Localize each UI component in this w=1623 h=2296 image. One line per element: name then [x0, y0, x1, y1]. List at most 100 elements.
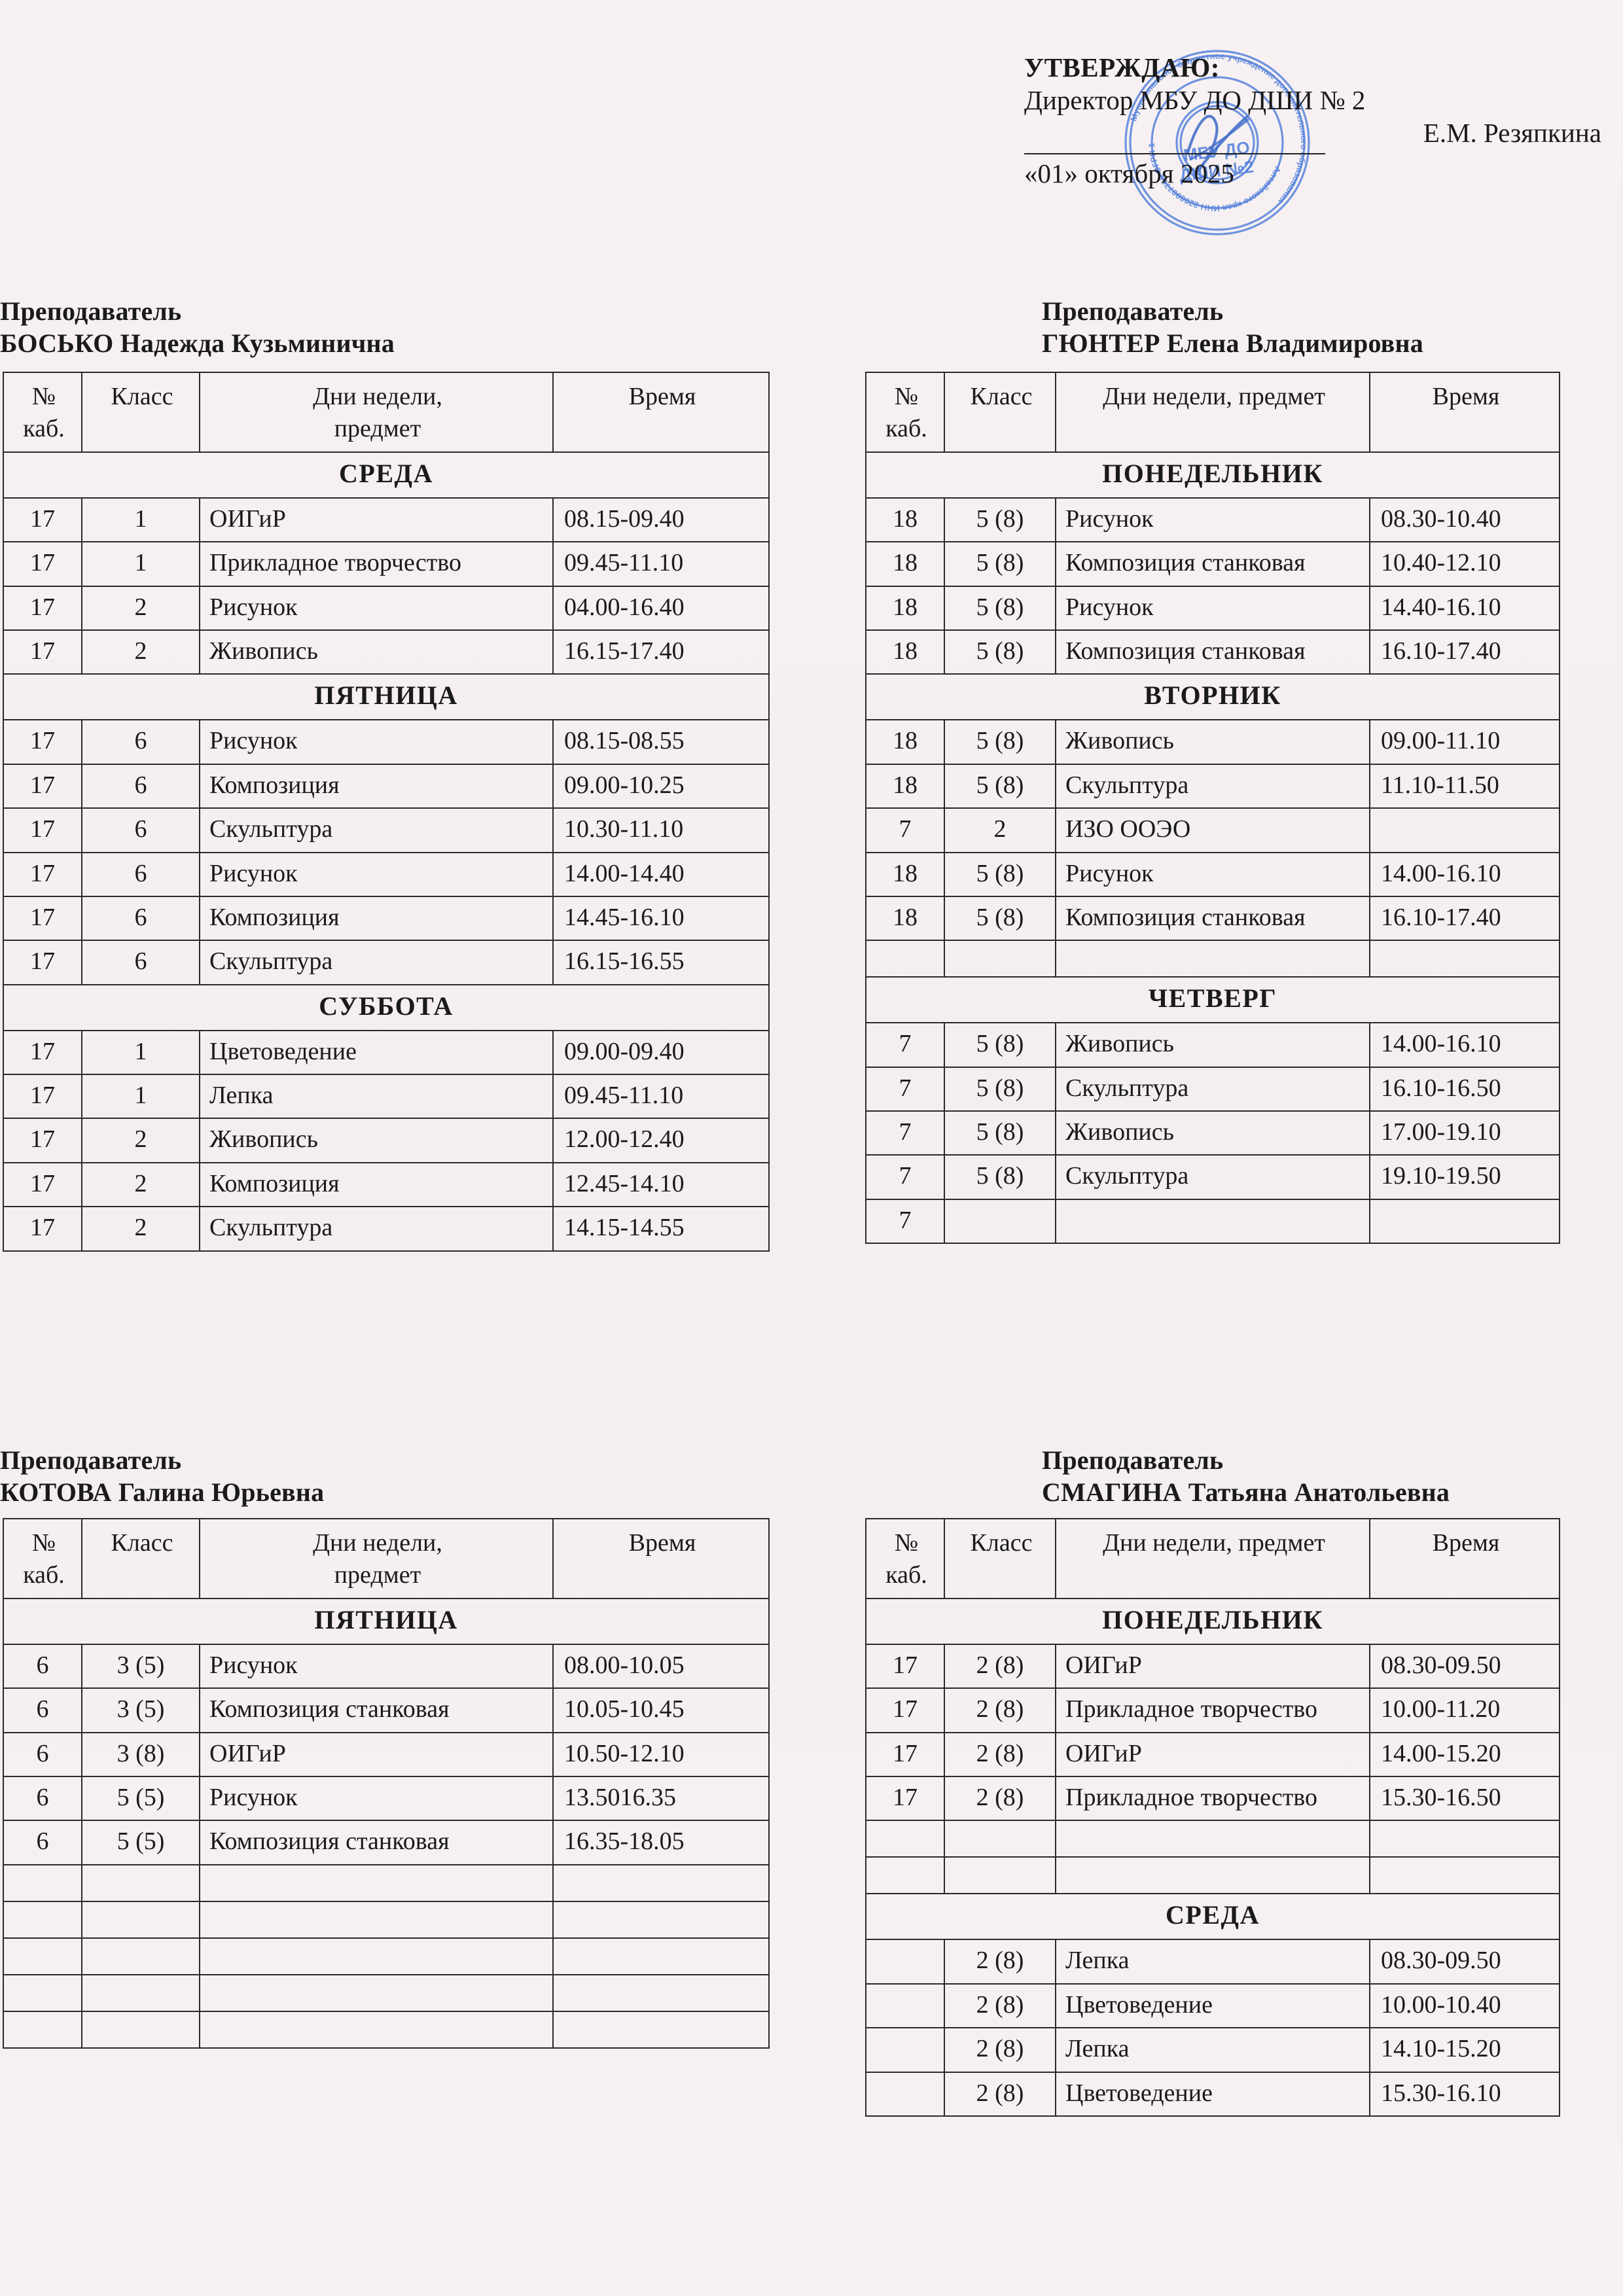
cell-grade: 3 (5) [81, 1643, 200, 1689]
day-header-row: ЧЕТВЕРГ [865, 976, 1560, 1024]
cell-subject: Композиция [199, 895, 554, 942]
day-header-row: ВТОРНИК [865, 673, 1560, 721]
column-header-subject: Дни недели, предмет [1055, 372, 1370, 453]
cell-grade: 6 [81, 895, 200, 942]
cell-grade [81, 1973, 200, 2012]
schedule-table-gunter: № каб. Класс Дни недели, предмет Время ПОНЕДЕ… [865, 372, 1560, 1245]
cell-room [3, 1973, 82, 2012]
cell-subject: Рисунок [199, 1775, 554, 1822]
teacher-caption-bosko: Преподаватель БОСЬКО Надежда Кузьминична [0, 296, 395, 360]
cell-grade: 1 [81, 1074, 200, 1120]
cell-subject: Композиция станковая [199, 1820, 554, 1865]
column-header-time: Время [552, 1518, 770, 1599]
column-header-room: № каб. [865, 372, 945, 453]
cell-grade: 5 (8) [944, 497, 1056, 543]
cell-grade: 2 (8) [944, 1687, 1056, 1733]
day-name: ВТОРНИК [865, 673, 1560, 721]
column-header-grade: Класс [81, 372, 200, 453]
cell-room: 17 [3, 629, 82, 675]
teacher-role-label: Преподаватель [1042, 296, 1224, 326]
cell-time: 10.00-10.40 [1369, 1983, 1560, 2029]
cell-subject: Рисунок [199, 585, 554, 631]
teacher-name: СМАГИНА Татьяна Анатольевна [1042, 1477, 1450, 1507]
cell-room: 17 [3, 851, 82, 897]
table-row: 17 2 (8) ОИГиР 08.30-09.50 [865, 1643, 1560, 1689]
cell-room [3, 1900, 82, 1939]
cell-grade: 2 (8) [944, 1731, 1056, 1777]
cell-time: 14.40-16.10 [1369, 585, 1560, 631]
cell-grade: 1 [81, 1029, 200, 1076]
cell-grade [944, 1820, 1056, 1858]
cell-grade: 1 [81, 497, 200, 543]
cell-grade: 5 (8) [944, 1110, 1056, 1156]
day-header-row: ПЯТНИЦА [3, 673, 770, 721]
column-header-time: Время [1369, 372, 1560, 453]
cell-subject: Лепка [1055, 1939, 1370, 1985]
column-header-subject: Дни недели, предмет [199, 372, 554, 453]
teacher-name: ГЮНТЕР Елена Владимировна [1042, 328, 1423, 358]
cell-room: 7 [865, 1066, 945, 1112]
day-name: ЧЕТВЕРГ [865, 976, 1560, 1024]
table-row: 17 1 Прикладное творчество 09.45-11.10 [3, 541, 770, 587]
day-header-row: ПЯТНИЦА [3, 1597, 770, 1645]
cell-room: 7 [865, 1154, 945, 1200]
cell-time: 16.10-16.50 [1369, 1066, 1560, 1112]
cell-subject: Композиция [199, 1161, 554, 1208]
cell-time: 16.10-17.40 [1369, 895, 1560, 942]
cell-time: 12.00-12.40 [552, 1118, 770, 1163]
cell-grade: 6 [81, 719, 200, 765]
table-row: 17 6 Композиция 09.00-10.25 [3, 763, 770, 809]
table-row: 17 6 Рисунок 14.00-14.40 [3, 851, 770, 897]
cell-time: 10.40-12.10 [1369, 541, 1560, 587]
cell-subject: Прикладное творчество [1055, 1687, 1370, 1733]
cell-subject: Композиция [199, 763, 554, 809]
table-row: 17 2 Живопись 12.00-12.40 [3, 1118, 770, 1163]
cell-time [1369, 940, 1560, 978]
cell-subject: ИЗО ООЭО [1055, 807, 1370, 853]
cell-subject: Рисунок [199, 851, 554, 897]
cell-time: 08.00-10.05 [552, 1643, 770, 1689]
day-header-row: ПОНЕДЕЛЬНИК [865, 1597, 1560, 1645]
teacher-role-label: Преподаватель [0, 1445, 182, 1475]
cell-grade: 5 (8) [944, 585, 1056, 631]
cell-subject: Композиция станковая [199, 1687, 554, 1733]
cell-time: 15.30-16.10 [1369, 2071, 1560, 2117]
approval-director-line: Директор МБУ ДО ДШИ № 2 [1024, 85, 1366, 116]
schedule-table-smagina: № каб. Класс Дни недели, предмет Время ПОНЕДЕ… [865, 1518, 1560, 2117]
table-header-row: № каб. Класс Дни недели, предмет Время [3, 372, 770, 453]
cell-room: 17 [3, 763, 82, 809]
cell-time: 09.00-10.25 [552, 763, 770, 809]
teacher-role-label: Преподаватель [0, 296, 182, 326]
cell-room: 7 [865, 1198, 945, 1245]
cell-subject: ОИГиР [199, 1731, 554, 1777]
cell-time [1369, 1198, 1560, 1245]
table-row [3, 2010, 770, 2049]
table-row: 18 5 (8) Композиция станковая 10.40-12.10 [865, 541, 1560, 587]
table-row [3, 1973, 770, 2012]
cell-grade: 6 [81, 940, 200, 985]
cell-grade: 5 (8) [944, 763, 1056, 809]
cell-room [865, 1983, 945, 2029]
cell-room [865, 1939, 945, 1985]
cell-room [3, 1937, 82, 1975]
column-header-room: № каб. [865, 1518, 945, 1599]
column-header-subject: Дни недели, предмет [199, 1518, 554, 1599]
cell-time: 13.5016.35 [552, 1775, 770, 1822]
approval-date: «01» октября 2025 [1024, 158, 1234, 189]
signature-rule [1024, 152, 1325, 155]
cell-subject: Рисунок [199, 1643, 554, 1689]
cell-grade: 6 [81, 807, 200, 853]
cell-grade: 5 (8) [944, 541, 1056, 587]
cell-room: 18 [865, 719, 945, 765]
approval-signer: Е.М. Резяпкина [1423, 118, 1601, 149]
teacher-caption-smagina: Преподаватель СМАГИНА Татьяна Анатольевна [1042, 1445, 1450, 1509]
cell-time: 09.00-11.10 [1369, 719, 1560, 765]
table-row [3, 1937, 770, 1975]
cell-time: 16.10-17.40 [1369, 629, 1560, 675]
cell-time: 04.00-16.40 [552, 585, 770, 631]
cell-grade: 2 (8) [944, 1775, 1056, 1822]
cell-time: 14.45-16.10 [552, 895, 770, 942]
